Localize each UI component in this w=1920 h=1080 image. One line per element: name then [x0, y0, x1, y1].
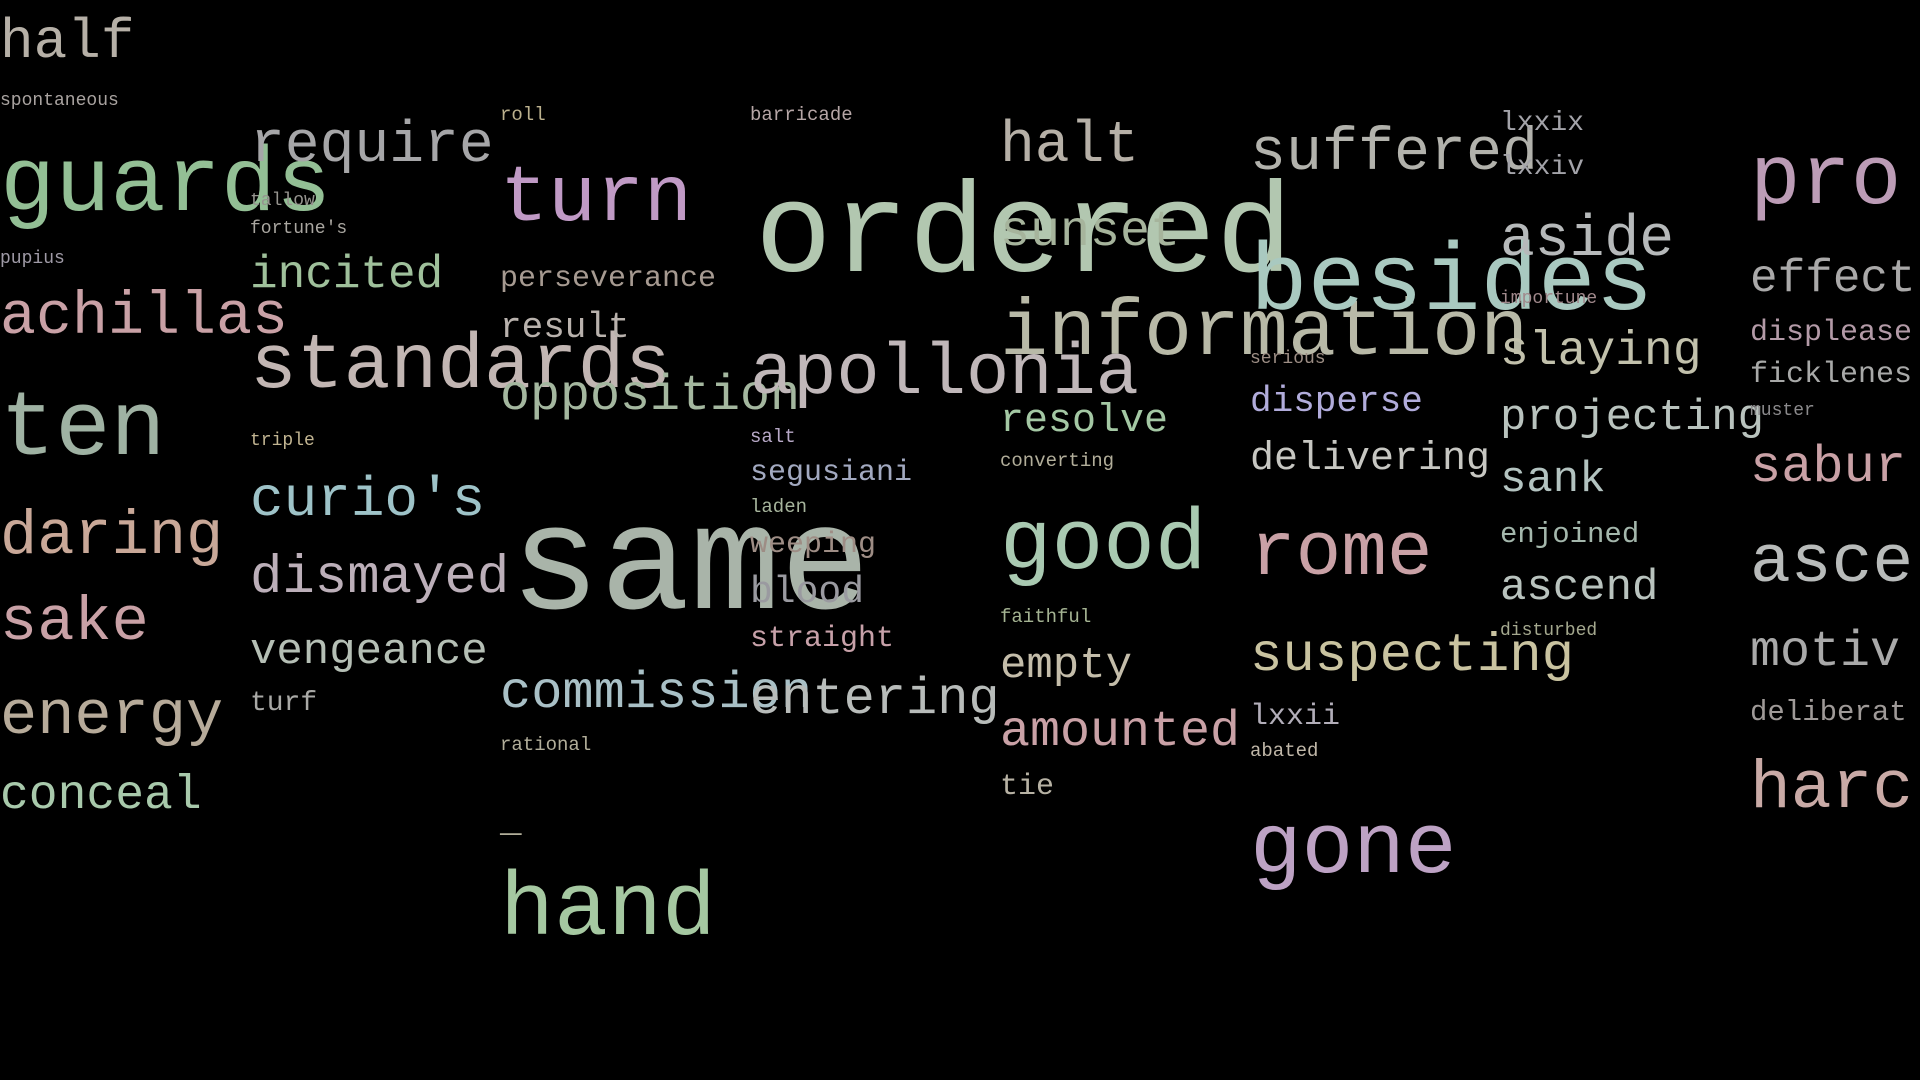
word: barricade	[750, 104, 853, 126]
word: effect	[1750, 253, 1916, 305]
word: sunset	[1000, 204, 1181, 261]
word: require	[250, 114, 494, 179]
word: _	[500, 801, 522, 842]
word: aside	[1500, 208, 1675, 273]
word: sake	[0, 587, 149, 658]
word: besides	[1250, 229, 1654, 338]
word: sabur	[1750, 438, 1907, 497]
word: lxxix	[1500, 108, 1585, 139]
word: opposition	[500, 368, 801, 425]
word: muster	[1750, 401, 1815, 421]
word: suspecting	[1250, 626, 1575, 687]
word: pro	[1750, 134, 1902, 229]
word: achillas	[0, 284, 289, 352]
word: weeping	[750, 528, 877, 562]
word: harc	[1750, 751, 1914, 828]
word: result	[500, 307, 630, 348]
word: ficklenes	[1750, 358, 1913, 392]
word: ten	[0, 377, 166, 482]
word: abated	[1250, 740, 1319, 762]
word: blood	[750, 571, 865, 614]
word: commission	[500, 664, 813, 723]
word: amounted	[1000, 704, 1241, 761]
word: faithful	[1000, 606, 1092, 628]
word: turf	[250, 688, 318, 719]
word: conceal	[0, 769, 202, 823]
word: dismayed	[250, 548, 510, 609]
word: rome	[1250, 511, 1433, 597]
word: energy	[0, 681, 224, 752]
word: perseverance	[500, 262, 717, 296]
word: vengeance	[250, 627, 488, 677]
word: empty	[1000, 641, 1133, 691]
word: straight	[750, 622, 895, 656]
word: laden	[750, 496, 808, 518]
word: information	[1000, 288, 1529, 379]
word: entering	[750, 670, 1000, 729]
word: serious	[1250, 349, 1326, 369]
word: standards	[250, 323, 672, 411]
word: lxxii	[1250, 700, 1341, 734]
word: disperse	[1250, 381, 1423, 422]
word: roll	[500, 104, 546, 126]
word: asce	[1750, 525, 1914, 602]
word: apollonia	[750, 333, 1139, 415]
word: halt	[1000, 114, 1140, 179]
word: same	[510, 484, 871, 654]
word: motiv	[1750, 624, 1901, 681]
word: delivering	[1250, 437, 1491, 482]
word: guards	[0, 133, 332, 238]
word: tallow	[250, 191, 315, 211]
word: ordered	[755, 165, 1293, 310]
word: deliberat	[1750, 696, 1907, 729]
word: pupius	[0, 249, 65, 269]
word: sank	[1500, 455, 1606, 505]
word: spontaneous	[0, 91, 119, 111]
word: ascend	[1500, 563, 1659, 613]
word: good	[1000, 496, 1207, 594]
word: resolve	[1000, 399, 1169, 444]
word: salt	[750, 426, 796, 448]
word: segusiani	[750, 456, 913, 490]
word: enjoined	[1500, 518, 1640, 551]
word: half	[0, 10, 135, 74]
word: gone	[1250, 800, 1457, 898]
word: projecting	[1500, 393, 1765, 443]
word: displease	[1750, 316, 1913, 350]
word: rational	[500, 734, 592, 756]
word: disturbed	[1500, 621, 1598, 641]
word: hand	[500, 860, 717, 962]
word: triple	[250, 431, 315, 451]
word: tie	[1000, 770, 1055, 804]
word: converting	[1000, 450, 1115, 472]
word: daring	[0, 501, 224, 572]
word: slaying	[1500, 325, 1702, 379]
word: lxxiv	[1500, 152, 1585, 183]
word: curio's	[250, 468, 486, 532]
word: turn	[500, 154, 693, 245]
word: incited	[250, 249, 444, 301]
word: suffered	[1250, 120, 1539, 188]
word: importune	[1500, 289, 1598, 309]
word: fortune's	[250, 219, 348, 239]
